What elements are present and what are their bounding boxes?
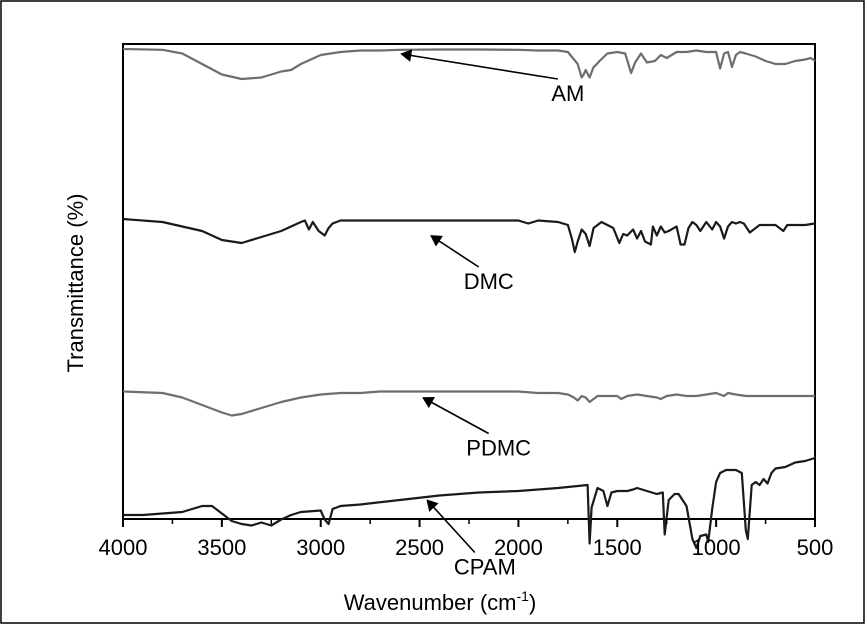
series-line-cpam bbox=[123, 456, 816, 550]
x-tick-label: 500 bbox=[797, 535, 834, 560]
x-tick-label: 3000 bbox=[296, 535, 345, 560]
x-tick-label: 2000 bbox=[494, 535, 543, 560]
series-line-am bbox=[122, 47, 816, 81]
x-tick-label: 2500 bbox=[395, 535, 444, 560]
series-arrow-am bbox=[400, 49, 558, 80]
series-arrow-pdmc bbox=[422, 396, 490, 435]
series-line-pdmc bbox=[122, 390, 815, 417]
x-tick-label: 1500 bbox=[593, 535, 642, 560]
series-line-dmc bbox=[122, 217, 816, 254]
series-label-dmc: DMC bbox=[464, 269, 514, 294]
x-tick-label: 1000 bbox=[692, 535, 741, 560]
series-label-cpam: CPAM bbox=[454, 555, 516, 580]
x-tick-label: 4000 bbox=[99, 535, 148, 560]
y-axis-label: Transmittance (%) bbox=[63, 194, 88, 373]
series-layer bbox=[122, 47, 816, 550]
series-arrow-cpam bbox=[426, 499, 476, 554]
series-label-pdmc: PDMC bbox=[466, 436, 531, 461]
series-arrow-dmc bbox=[430, 235, 480, 268]
annotation-layer: AM DMC PDMC CPAM bbox=[400, 49, 584, 580]
series-label-am: AM bbox=[551, 81, 584, 106]
x-axis-ticks: 4000 3500 3000 2500 2000 1500 1000 500 bbox=[99, 519, 834, 560]
x-axis-label: Wavenumber (cm-1) bbox=[344, 588, 537, 615]
x-tick-label: 3500 bbox=[197, 535, 246, 560]
